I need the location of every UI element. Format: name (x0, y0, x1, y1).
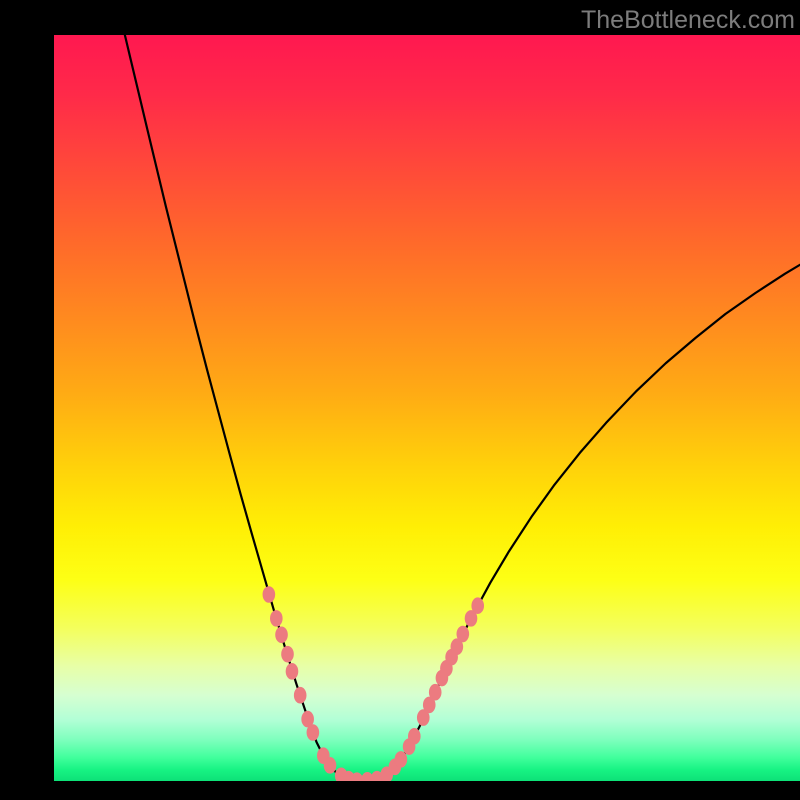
data-point (408, 728, 421, 745)
plot-background-gradient (54, 35, 800, 781)
data-point (294, 687, 307, 704)
chart-svg: TheBottleneck.com (0, 0, 800, 800)
data-point (324, 757, 337, 774)
data-point (307, 724, 320, 741)
data-point (270, 610, 283, 627)
data-point (457, 626, 470, 643)
data-point (429, 684, 442, 701)
data-point (263, 586, 276, 603)
watermark-text: TheBottleneck.com (581, 6, 795, 34)
data-point (471, 597, 484, 614)
data-point (275, 626, 288, 643)
data-point (395, 751, 408, 768)
chart-container: TheBottleneck.com (0, 0, 800, 800)
data-point (286, 663, 299, 680)
data-point (281, 646, 294, 663)
